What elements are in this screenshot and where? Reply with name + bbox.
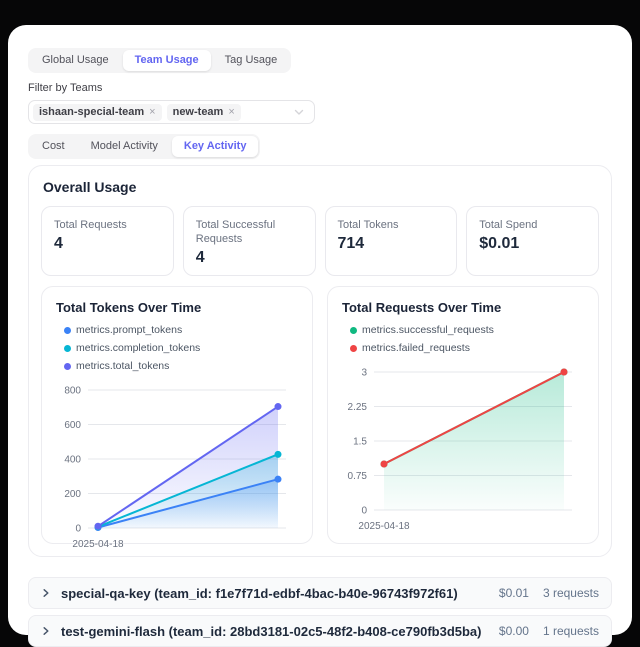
legend-dot-icon: [350, 344, 357, 352]
svg-text:3: 3: [361, 368, 367, 379]
svg-text:2.25: 2.25: [348, 402, 368, 413]
stat-label: Total Spend: [479, 219, 538, 231]
usage-scope-tabs: Global Usage Team Usage Tag Usage: [28, 48, 292, 73]
legend-item: metrics.failed_requests: [350, 342, 470, 354]
legend-label: metrics.total_tokens: [76, 360, 170, 372]
filter-by-teams-label: Filter by Teams: [28, 82, 103, 94]
stat-value: 4: [195, 249, 205, 266]
stat-value: $0.01: [479, 235, 520, 252]
team-tag-label: new-team: [172, 105, 224, 118]
svg-text:0: 0: [361, 506, 367, 517]
tab-global-usage[interactable]: Global Usage: [30, 50, 121, 71]
key-name: test-gemini-flash (team_id: 28bd3181-02c…: [61, 623, 482, 639]
chart-legend: metrics.prompt_tokens metrics.completion…: [54, 324, 300, 372]
legend-dot-icon: [64, 362, 71, 370]
key-request-count: 1 requests: [542, 624, 599, 638]
stat-value: 4: [54, 235, 63, 252]
stat-label: Total Tokens: [337, 219, 399, 231]
remove-tag-icon[interactable]: ×: [149, 105, 156, 118]
svg-text:400: 400: [64, 455, 81, 466]
teams-multiselect[interactable]: ishaan-special-team × new-team ×: [28, 100, 315, 124]
legend-item: metrics.successful_requests: [350, 324, 494, 336]
key-spend: $0.00: [498, 624, 529, 638]
team-tag[interactable]: ishaan-special-team ×: [33, 103, 162, 121]
legend-label: metrics.successful_requests: [362, 324, 494, 336]
legend-dot-icon: [64, 326, 71, 334]
svg-text:0: 0: [75, 524, 81, 535]
legend-dot-icon: [350, 326, 357, 334]
overall-usage-card: Overall Usage Total Requests 4 Total Suc…: [28, 165, 612, 557]
svg-text:2025-04-18: 2025-04-18: [72, 539, 124, 550]
legend-item: metrics.total_tokens: [64, 360, 169, 372]
legend-label: metrics.prompt_tokens: [76, 324, 183, 336]
tab-model-activity[interactable]: Model Activity: [79, 136, 170, 157]
tab-cost[interactable]: Cost: [30, 136, 77, 157]
tab-team-usage[interactable]: Team Usage: [122, 50, 211, 71]
chart-title: Total Requests Over Time: [342, 300, 502, 315]
stat-total-spend: Total Spend $0.01: [466, 206, 599, 276]
key-name: special-qa-key (team_id: f1e7f71d-edbf-4…: [61, 585, 458, 601]
chevron-down-icon[interactable]: [293, 106, 305, 118]
requests-area-chart: 0 0.75 1.5 2.25 3 2025-04-18: [340, 362, 586, 538]
chart-legend: metrics.successful_requests metrics.fail…: [340, 324, 586, 354]
svg-text:600: 600: [64, 420, 81, 431]
tokens-area-chart: 0 200 400 600 800 2025-04-18: [54, 380, 300, 556]
key-request-count: 3 requests: [542, 586, 599, 600]
team-tag-label: ishaan-special-team: [39, 105, 145, 118]
tab-tag-usage[interactable]: Tag Usage: [213, 50, 290, 71]
legend-dot-icon: [64, 344, 71, 352]
legend-label: metrics.completion_tokens: [76, 342, 201, 354]
legend-item: metrics.completion_tokens: [64, 342, 200, 354]
legend-label: metrics.failed_requests: [362, 342, 470, 354]
stat-total-requests: Total Requests 4: [41, 206, 174, 276]
usage-dashboard-page: Global Usage Team Usage Tag Usage Filter…: [8, 25, 632, 647]
svg-text:800: 800: [64, 386, 81, 397]
stat-label: Total Successful Requests: [195, 219, 276, 245]
key-row-special-qa-key[interactable]: special-qa-key (team_id: f1e7f71d-edbf-4…: [28, 577, 612, 609]
chevron-right-icon[interactable]: [41, 626, 51, 636]
svg-text:200: 200: [64, 489, 81, 500]
overall-usage-title: Overall Usage: [43, 179, 137, 195]
stat-total-tokens: Total Tokens 714: [324, 206, 458, 276]
svg-text:0.75: 0.75: [348, 471, 368, 482]
key-metrics: $0.01 3 requests: [499, 586, 599, 600]
remove-tag-icon[interactable]: ×: [228, 105, 235, 118]
stat-value: 714: [337, 235, 365, 252]
stats-row: Total Requests 4 Total Successful Reques…: [41, 206, 599, 276]
svg-text:2025-04-18: 2025-04-18: [358, 521, 410, 532]
legend-item: metrics.prompt_tokens: [64, 324, 182, 336]
svg-text:1.5: 1.5: [353, 437, 367, 448]
tokens-over-time-chart-card: Total Tokens Over Time metrics.prompt_to…: [41, 286, 313, 550]
activity-tabs: Cost Model Activity Key Activity: [28, 134, 261, 159]
key-metrics: $0.00 1 requests: [499, 624, 599, 638]
chevron-right-icon[interactable]: [41, 588, 51, 598]
key-spend: $0.01: [498, 586, 529, 600]
requests-over-time-chart-card: Total Requests Over Time metrics.success…: [327, 286, 599, 544]
chart-title: Total Tokens Over Time: [56, 300, 202, 315]
stat-label: Total Requests: [54, 219, 127, 231]
team-tag[interactable]: new-team ×: [166, 103, 241, 121]
key-row-test-gemini-flash[interactable]: test-gemini-flash (team_id: 28bd3181-02c…: [28, 615, 612, 647]
tab-key-activity[interactable]: Key Activity: [171, 136, 259, 157]
stat-total-successful-requests: Total Successful Requests 4: [182, 206, 316, 276]
charts-row: Total Tokens Over Time metrics.prompt_to…: [41, 286, 599, 550]
